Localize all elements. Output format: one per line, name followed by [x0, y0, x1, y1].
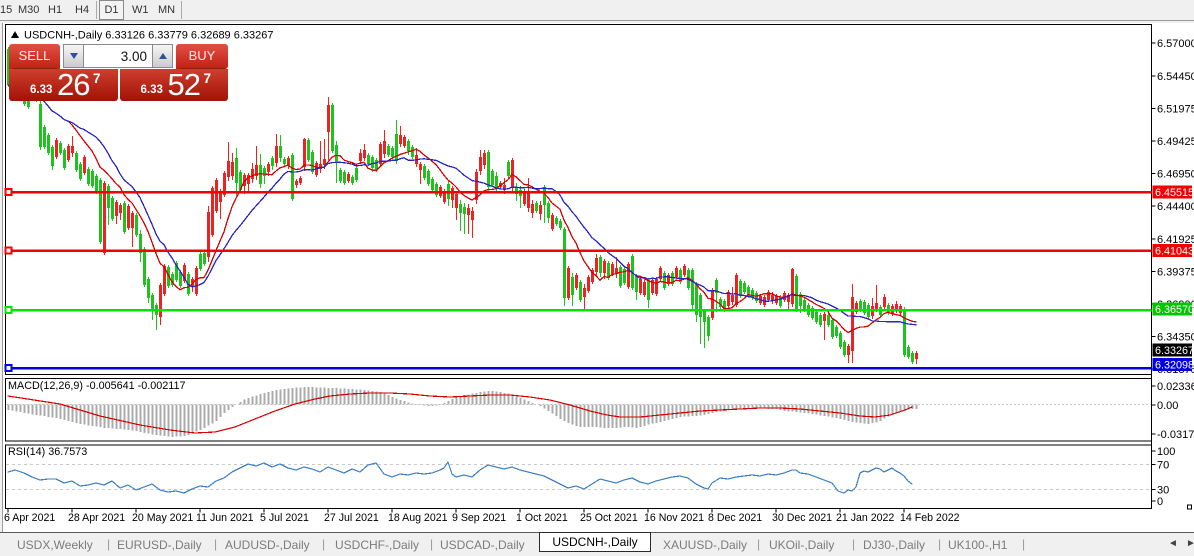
- svg-text:100: 100: [1157, 446, 1175, 458]
- svg-text:6.51975: 6.51975: [1157, 103, 1194, 115]
- svg-text:RSI(14) 36.7573: RSI(14) 36.7573: [8, 446, 87, 458]
- svg-text:6.46950: 6.46950: [1157, 169, 1194, 181]
- svg-text:20 May 2021: 20 May 2021: [132, 512, 193, 524]
- svg-text:30 Dec 2021: 30 Dec 2021: [772, 512, 832, 524]
- svg-text:6.41043: 6.41043: [1155, 246, 1194, 258]
- svg-text:USDCNH-,Daily 6.33126 6.33779: USDCNH-,Daily 6.33126 6.33779 6.32689 6.…: [24, 30, 274, 42]
- svg-text:8 Dec 2021: 8 Dec 2021: [708, 512, 762, 524]
- svg-text:18 Aug 2021: 18 Aug 2021: [388, 512, 448, 524]
- svg-text:1 Oct 2021: 1 Oct 2021: [516, 512, 568, 524]
- svg-text:6.41925: 6.41925: [1157, 234, 1194, 246]
- svg-text:6 Apr 2021: 6 Apr 2021: [4, 512, 55, 524]
- svg-text:21 Jan 2022: 21 Jan 2022: [836, 512, 894, 524]
- svg-text:30: 30: [1157, 485, 1169, 497]
- svg-text:27 Jul 2021: 27 Jul 2021: [324, 512, 379, 524]
- svg-text:25 Oct 2021: 25 Oct 2021: [580, 512, 638, 524]
- svg-text:9 Sep 2021: 9 Sep 2021: [452, 512, 506, 524]
- svg-text:0: 0: [1157, 496, 1163, 508]
- svg-text:0.00: 0.00: [1157, 400, 1178, 412]
- svg-text:6.36570: 6.36570: [1155, 304, 1194, 316]
- svg-text:6.39375: 6.39375: [1157, 266, 1194, 278]
- svg-text:70: 70: [1157, 459, 1169, 471]
- svg-text:0.023365: 0.023365: [1157, 381, 1194, 393]
- svg-text:11 Jun 2021: 11 Jun 2021: [196, 512, 254, 524]
- svg-text:28 Apr 2021: 28 Apr 2021: [68, 512, 125, 524]
- svg-text:6.57000: 6.57000: [1157, 38, 1194, 50]
- svg-text:MACD(12,26,9) -0.005641 -0.002: MACD(12,26,9) -0.005641 -0.002117: [8, 380, 185, 392]
- svg-text:6.32098: 6.32098: [1155, 360, 1194, 372]
- svg-text:-0.031744: -0.031744: [1157, 429, 1194, 441]
- svg-text:6.49425: 6.49425: [1157, 136, 1194, 148]
- svg-text:16 Nov 2021: 16 Nov 2021: [644, 512, 704, 524]
- svg-text:6.45515: 6.45515: [1155, 187, 1194, 199]
- svg-text:6.34350: 6.34350: [1157, 332, 1194, 344]
- svg-text:5 Jul 2021: 5 Jul 2021: [260, 512, 309, 524]
- svg-text:14 Feb 2022: 14 Feb 2022: [900, 512, 960, 524]
- svg-text:6.54450: 6.54450: [1157, 71, 1194, 83]
- svg-text:6.33267: 6.33267: [1155, 345, 1194, 357]
- svg-text:6.44400: 6.44400: [1157, 201, 1194, 213]
